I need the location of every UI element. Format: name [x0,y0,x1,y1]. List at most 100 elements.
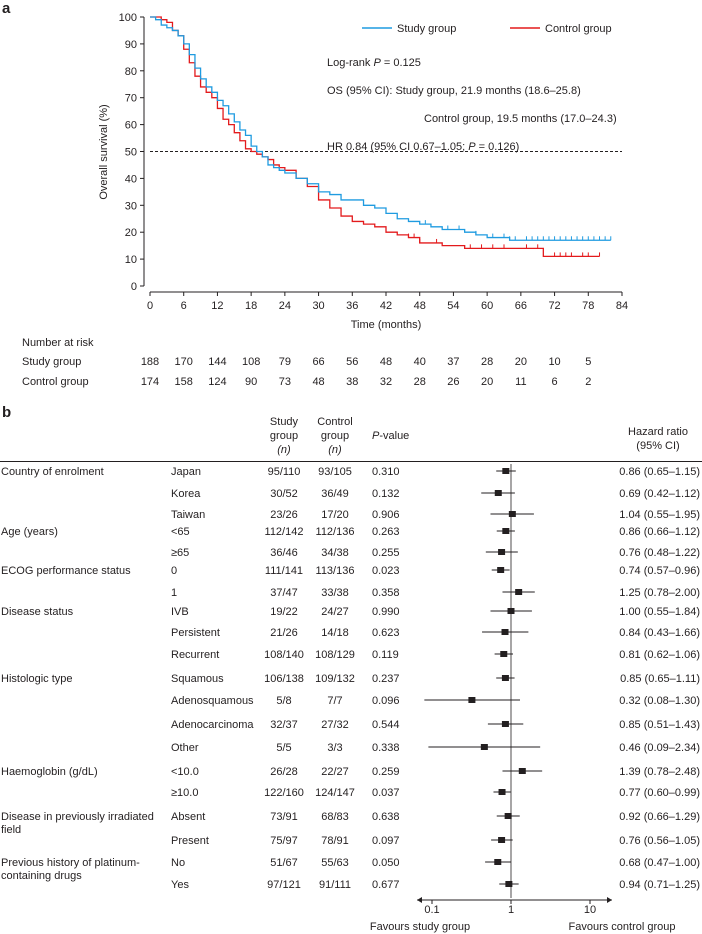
forest-study-count: 95/110 [268,466,301,478]
km-curve-study-group [150,16,611,241]
risk-cell: 48 [380,356,392,368]
hr-annotation: HR 0.84 (95% CI 0.67–1.05; P = 0.126) [327,141,519,153]
forest-point-estimate [502,468,510,474]
forest-axis: Favours study group Favours control grou… [370,897,676,933]
forest-subgroup-label: Taiwan [171,509,205,521]
km-y-axis-title: Overall survival (%) [98,104,110,199]
risk-cell: 174 [141,376,159,388]
km-y-tick-label: 90 [125,39,137,51]
forest-study-count: 37/47 [270,587,298,599]
forest-hr-text: 0.81 (0.62–1.06) [619,649,700,661]
risk-cell: 66 [312,356,324,368]
forest-category-label: Country of enrolment [1,466,104,478]
km-curve-control-group [150,16,600,258]
header-study-line1: Study [270,416,299,428]
forest-study-count: 21/26 [270,627,298,639]
forest-hr-text: 0.68 (0.47–1.00) [619,857,700,869]
risk-cell: 158 [175,376,193,388]
forest-control-count: 112/136 [316,526,355,538]
forest-study-count: 5/5 [276,742,291,754]
forest-hr-text: 0.74 (0.57–0.96) [619,565,700,577]
forest-subgroup-label: Persistent [171,627,220,639]
panel-b-label: b [2,404,11,421]
forest-study-count: 112/142 [265,526,304,538]
forest-hr-text: 1.25 (0.78–2.00) [619,587,700,599]
header-hr-line2: (95% CI) [636,440,679,452]
forest-control-count: 93/105 [318,466,352,478]
forest-study-count: 73/91 [270,811,298,823]
km-x-axis-title: Time (months) [351,319,422,331]
km-x-tick-label: 42 [380,300,392,312]
forest-pvalue: 0.255 [372,547,400,559]
forest-pvalue: 0.638 [372,811,400,823]
forest-x-tick-label: 1 [508,904,514,916]
forest-subgroup-label: Yes [171,879,189,891]
risk-cell: 56 [346,356,358,368]
km-legend: Study group Control group [362,23,612,35]
forest-pvalue: 0.338 [372,742,400,754]
header-study-line2: group [270,430,298,442]
forest-study-count: 111/141 [265,565,303,577]
forest-hr-text: 0.77 (0.60–0.99) [619,787,700,799]
forest-pvalue: 0.623 [372,627,400,639]
header-pvalue: P-value [372,430,409,442]
forest-hr-text: 1.04 (0.55–1.95) [619,509,700,521]
forest-control-count: 36/49 [321,488,349,500]
forest-pvalue: 0.544 [372,719,400,731]
km-y-tick-label: 50 [125,147,137,159]
forest-study-count: 106/138 [264,673,304,685]
forest-subgroup-label: <10.0 [171,766,199,778]
km-x-tick-label: 6 [181,300,187,312]
km-y-ticks: 0 10 20 30 40 50 60 70 80 90 100 [119,12,144,293]
risk-cell: 124 [208,376,226,388]
forest-point-estimate [468,697,476,703]
forest-study-count: 19/22 [270,606,298,618]
risk-table-values: 188 170 144 108 79 66 56 48 40 37 28 20 10 5 174 158 124… [141,356,592,388]
forest-pvalue: 0.906 [372,509,400,521]
forest-subgroup-label: ≥10.0 [171,787,198,799]
forest-pvalue: 0.023 [372,565,400,577]
forest-point-estimate [501,721,509,727]
forest-control-count: 55/63 [321,857,349,869]
km-plot: 0 10 20 30 40 50 60 70 80 90 100 0 6 12 18 24 30 36 42 48 5… [119,12,628,312]
km-x-tick-label: 12 [211,300,223,312]
km-y-tick-label: 100 [119,12,137,24]
risk-table-title: Number at risk [22,337,94,349]
forest-study-count: 26/28 [270,766,298,778]
forest-point-estimate [505,881,513,887]
km-x-tick-label: 0 [147,300,153,312]
forest-category-label: Histologic type [1,673,73,685]
risk-cell: 37 [447,356,459,368]
km-y-tick-label: 10 [125,254,137,266]
forest-control-count: 27/32 [321,719,349,731]
forest-axis-arrow-right [607,897,612,903]
km-x-ticks: 0 6 12 18 24 30 36 42 48 54 60 66 72 78 84 [147,292,628,312]
forest-point-estimate [508,511,516,517]
risk-cell: 40 [414,356,426,368]
forest-hr-text: 0.94 (0.71–1.25) [619,879,700,891]
forest-pvalue: 0.990 [372,606,400,618]
forest-subgroup-label: Recurrent [171,649,219,661]
forest-category-label: Disease in previously irradiated [1,811,154,823]
forest-control-count: 33/38 [321,587,349,599]
forest-category-label: containing drugs [1,870,82,882]
forest-category-label: Age (years) [1,526,58,538]
forest-point-estimate [500,651,508,657]
risk-cell: 73 [279,376,291,388]
forest-study-count: 75/97 [270,835,298,847]
km-curves [150,16,612,258]
forest-category-label: Disease status [1,606,74,618]
forest-pvalue: 0.677 [372,879,400,891]
km-x-tick-label: 36 [346,300,358,312]
forest-pvalue: 0.259 [372,766,400,778]
km-y-tick-label: 0 [131,281,137,293]
forest-study-count: 36/46 [270,547,298,559]
forest-category-label: Haemoglobin (g/dL) [1,766,98,778]
os-control-annotation: Control group, 19.5 months (17.0–24.3) [424,113,617,125]
favours-control-label: Favours control group [569,921,676,933]
forest-point-estimate [502,528,510,534]
forest-control-count: 68/83 [321,811,349,823]
forest-point-estimate [494,859,502,865]
km-x-tick-label: 30 [312,300,324,312]
